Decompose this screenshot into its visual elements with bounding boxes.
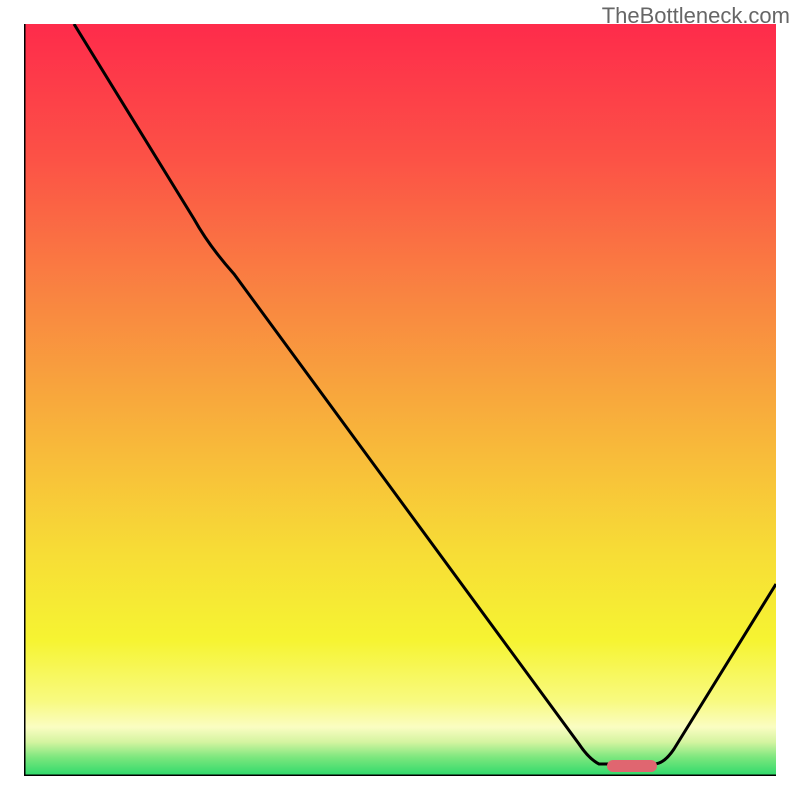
bottleneck-chart (24, 24, 776, 776)
chart-background (24, 24, 776, 776)
chart-svg (24, 24, 776, 776)
watermark-text: TheBottleneck.com (602, 3, 790, 29)
optimal-marker (607, 760, 657, 772)
